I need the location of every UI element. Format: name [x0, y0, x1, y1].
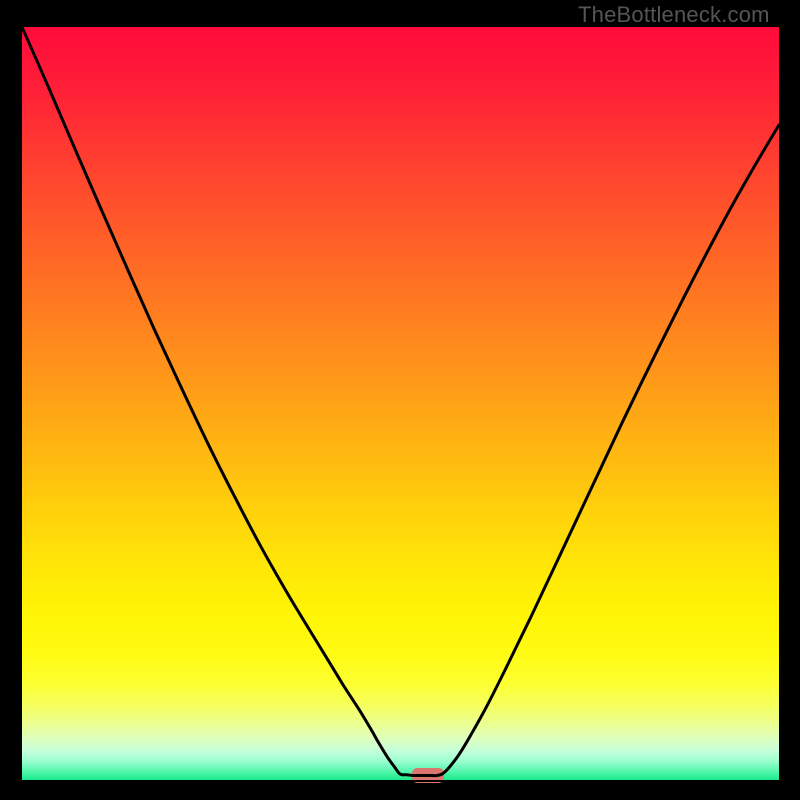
plot-frame: [20, 25, 781, 782]
watermark-text: TheBottleneck.com: [578, 2, 770, 28]
